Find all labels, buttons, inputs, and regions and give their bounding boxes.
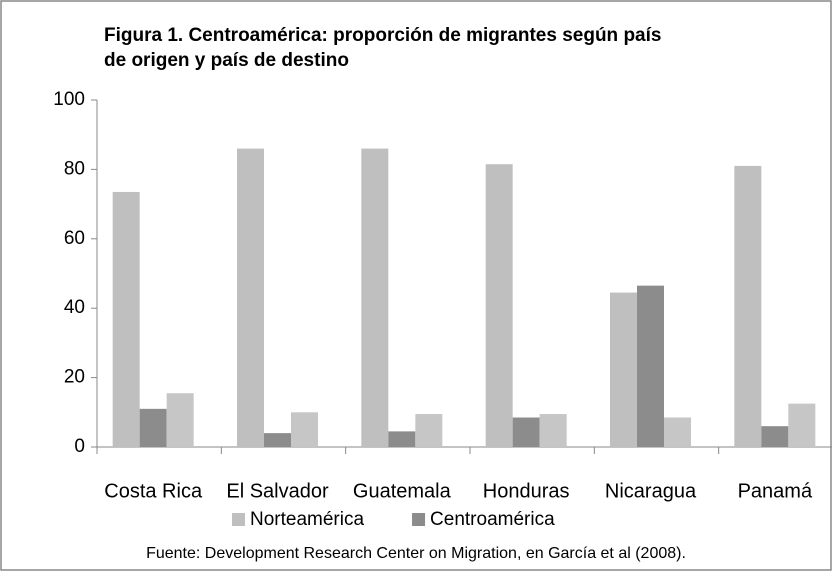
y-tick-label: 20 <box>64 367 85 388</box>
bar <box>761 426 789 447</box>
bar <box>139 408 167 447</box>
bar <box>166 393 194 447</box>
bar <box>415 414 443 447</box>
bar <box>512 417 540 447</box>
bar <box>788 403 816 447</box>
x-tick-label: Nicaragua <box>605 480 697 502</box>
x-tick-label: Honduras <box>483 480 570 502</box>
y-tick-label: 60 <box>64 228 85 249</box>
y-tick-label: 0 <box>74 436 85 457</box>
bar <box>485 164 513 447</box>
source-note: Fuente: Development Research Center on M… <box>146 545 686 562</box>
legend-label: Centroamérica <box>430 509 555 530</box>
bar <box>264 433 291 447</box>
bar <box>664 417 691 447</box>
legend-swatch <box>232 513 245 526</box>
chart-title: de origen y país de destino <box>104 50 349 71</box>
bar <box>112 191 140 447</box>
x-tick-label: Panamá <box>738 480 813 502</box>
bar <box>361 148 389 447</box>
x-tick-label: Costa Rica <box>104 480 203 502</box>
legend-label: Norteamérica <box>250 509 364 530</box>
x-tick-label: El Salvador <box>226 480 329 502</box>
y-tick-label: 40 <box>64 297 85 318</box>
legend-swatch <box>412 513 426 526</box>
bar <box>610 292 637 447</box>
bar <box>291 412 318 447</box>
bar <box>734 165 762 447</box>
bar <box>637 285 664 447</box>
y-tick-label: 100 <box>53 89 85 110</box>
bar <box>237 148 264 447</box>
bar <box>539 414 567 447</box>
x-tick-label: Guatemala <box>353 480 452 502</box>
y-tick-label: 80 <box>64 158 85 179</box>
chart-title: Figura 1. Centroamérica: proporción de m… <box>104 25 661 46</box>
bar <box>388 431 416 447</box>
